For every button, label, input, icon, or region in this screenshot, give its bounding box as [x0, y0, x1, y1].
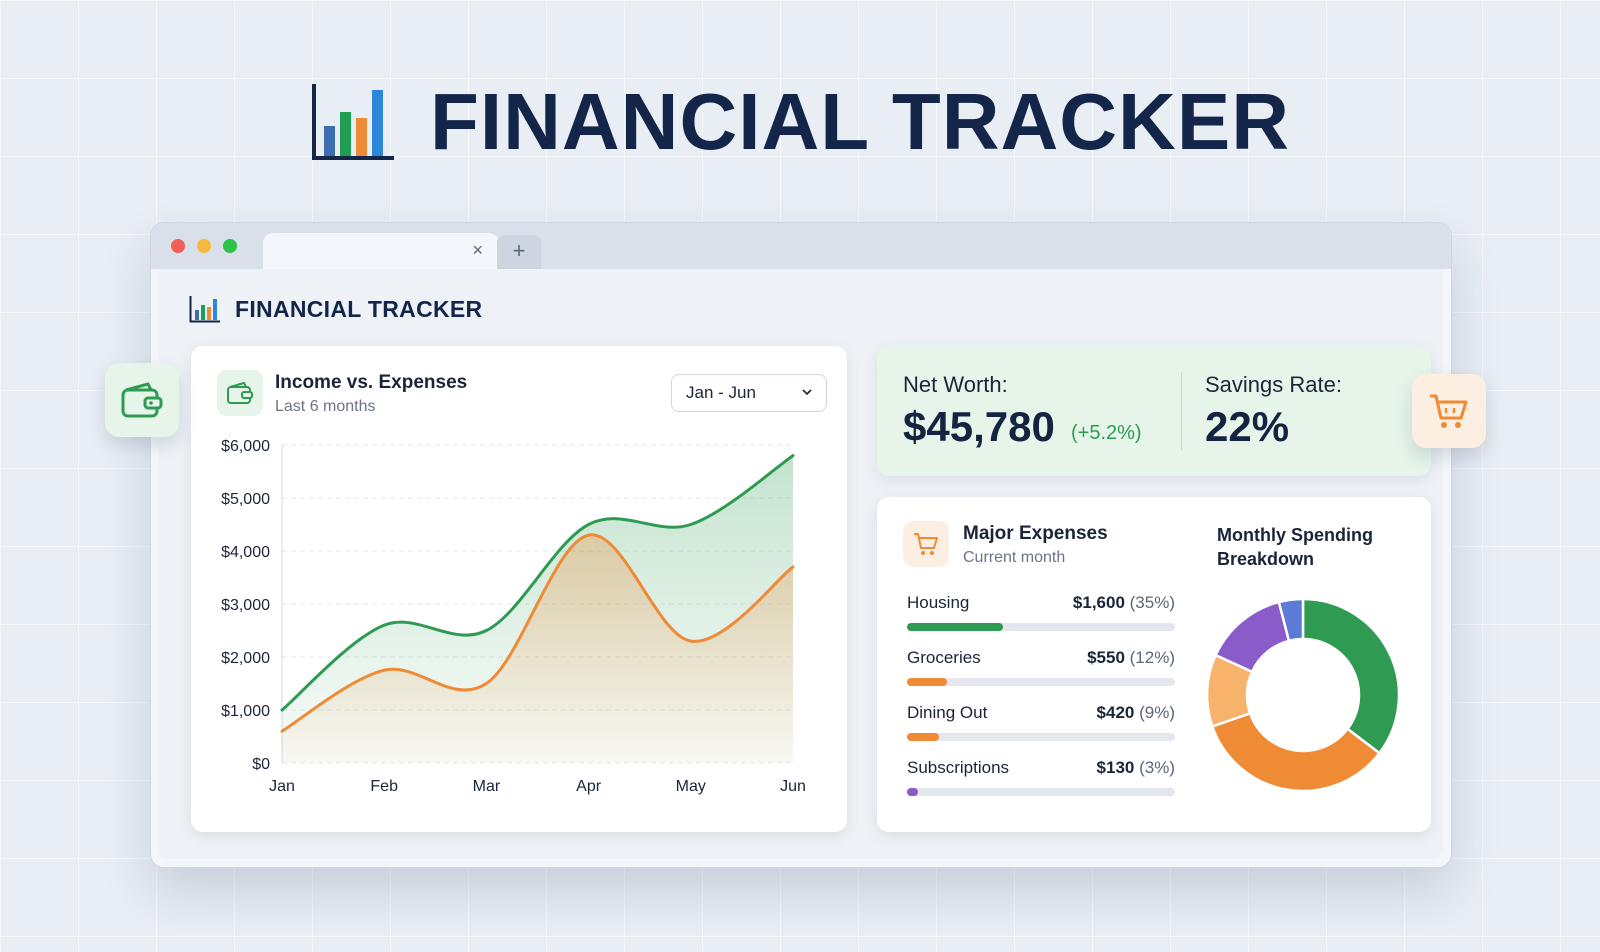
hero-title: FINANCIAL TRACKER — [430, 77, 1290, 166]
chevron-down-icon — [802, 389, 812, 396]
net-worth-card: Net Worth: $45,780 (+5.2%) Savings Rate:… — [877, 346, 1431, 476]
expense-bar-fill — [907, 623, 1004, 631]
x-tick-label: May — [676, 778, 706, 795]
chart-title: Income vs. Expenses — [275, 372, 468, 393]
wallet-icon — [217, 370, 263, 416]
major-expenses-card: Major Expenses Current month Housing $1,… — [877, 497, 1431, 832]
browser-window: × + FINANCIAL TRACKER Incom — [150, 222, 1452, 868]
expense-percent: (3%) — [1139, 758, 1175, 777]
expense-bar-fill — [907, 733, 940, 741]
income-expenses-chart: $0 $1,000 $2,000 $3,000 $4,000 $5,000 $6,000 Ja… — [221, 438, 806, 795]
expenses-title: Major Expenses — [963, 523, 1108, 544]
y-tick-label: $3,000 — [221, 597, 270, 614]
expense-bar-fill — [907, 788, 918, 796]
x-tick-label: Mar — [473, 778, 501, 795]
chart-subtitle: Last 6 months — [275, 398, 376, 415]
browser-tab[interactable]: × — [263, 233, 499, 269]
expense-name: Subscriptions — [907, 758, 1010, 777]
expense-percent: (9%) — [1139, 703, 1175, 722]
app-title: FINANCIAL TRACKER — [235, 295, 483, 322]
expense-amount: $550 (12%) — [1087, 648, 1175, 667]
breakdown-title: Monthly Spending Breakdown — [1217, 525, 1373, 569]
expense-amount: $420 (9%) — [1096, 703, 1175, 722]
expense-percent: (35%) — [1129, 593, 1175, 612]
browser-titlebar: × + — [151, 223, 1451, 269]
minimize-window-button[interactable] — [197, 239, 211, 253]
x-tick-label: Apr — [576, 778, 602, 795]
expense-bar — [907, 623, 1175, 631]
date-range-value: Jan - Jun — [686, 383, 756, 402]
expense-bar — [907, 788, 1175, 796]
expense-bar-fill — [907, 678, 948, 686]
y-tick-label: $4,000 — [221, 544, 270, 561]
close-window-button[interactable] — [171, 239, 185, 253]
cart-icon — [1430, 394, 1468, 428]
donut-segment — [1210, 711, 1382, 793]
net-worth-value: $45,780 — [903, 403, 1055, 450]
app-content: FINANCIAL TRACKER Income vs. Expenses La… — [159, 269, 1443, 859]
x-tick-label: Jan — [269, 778, 295, 795]
y-tick-label: $0 — [252, 756, 270, 773]
y-tick-label: $2,000 — [221, 650, 270, 667]
expenses-subtitle: Current month — [963, 549, 1066, 566]
cart-icon — [903, 521, 949, 567]
expense-amount: $1,600 (35%) — [1072, 593, 1175, 612]
series-line — [280, 533, 795, 733]
bar-chart-icon — [312, 84, 395, 160]
bar-chart-icon — [189, 296, 220, 323]
y-tick-label: $5,000 — [221, 491, 270, 508]
expense-percent: (12%) — [1129, 648, 1175, 667]
x-tick-label: Feb — [370, 778, 398, 795]
savings-rate-value: 22% — [1205, 403, 1290, 450]
donut-segment — [1277, 597, 1305, 643]
expense-name: Groceries — [907, 648, 981, 667]
expense-name: Housing — [907, 593, 970, 612]
spending-donut-chart — [1205, 597, 1401, 793]
net-worth-label: Net Worth: — [903, 372, 1008, 397]
expense-amount: $130 (3%) — [1096, 758, 1175, 777]
expense-name: Dining Out — [907, 703, 988, 722]
series-area — [282, 534, 793, 763]
savings-rate-label: Savings Rate: — [1205, 372, 1342, 397]
series-line — [280, 454, 795, 712]
donut-segment — [1301, 597, 1401, 755]
new-tab-button[interactable]: + — [497, 235, 541, 269]
expense-bar — [907, 733, 1175, 741]
close-tab-icon[interactable]: × — [472, 240, 483, 260]
hero: FINANCIAL TRACKER — [0, 72, 1600, 172]
x-tick-label: Jun — [780, 778, 806, 795]
maximize-window-button[interactable] — [223, 239, 237, 253]
donut-segment — [1214, 600, 1291, 674]
expense-bar — [907, 678, 1175, 686]
income-expenses-card: Income vs. Expenses Last 6 months Jan - … — [191, 346, 847, 832]
y-tick-label: $6,000 — [221, 438, 270, 455]
floating-wallet-icon — [105, 363, 179, 437]
date-range-select[interactable]: Jan - Jun — [671, 374, 827, 412]
net-worth-change: (+5.2%) — [1071, 422, 1142, 444]
app-header: FINANCIAL TRACKER — [189, 295, 482, 323]
y-tick-label: $1,000 — [221, 703, 270, 720]
divider — [1181, 372, 1182, 450]
floating-cart-icon — [1412, 374, 1486, 448]
wallet-icon — [121, 382, 163, 418]
